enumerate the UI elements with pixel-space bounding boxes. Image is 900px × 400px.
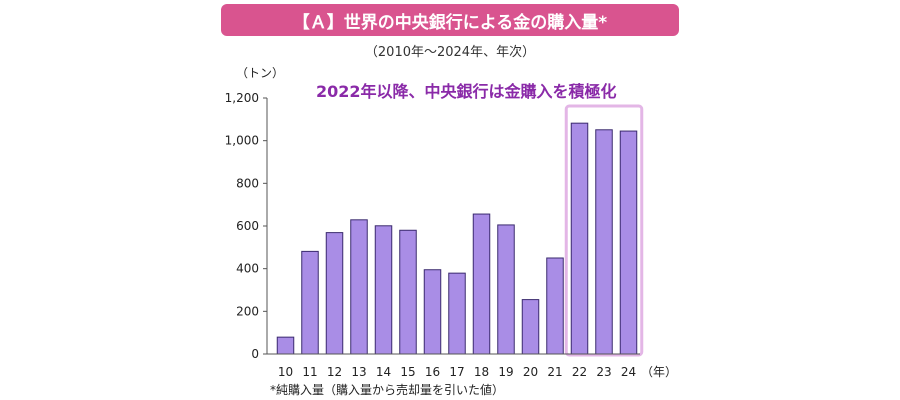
bar-23 — [595, 129, 613, 355]
bar-14 — [374, 225, 393, 355]
x-tick-label: 12 — [327, 365, 342, 379]
x-tick-label: 21 — [547, 365, 562, 379]
bar-20 — [521, 299, 540, 355]
bar-13 — [350, 219, 368, 355]
bar-21 — [546, 257, 564, 355]
x-tick-label: 22 — [572, 365, 587, 379]
x-tick-label: 16 — [425, 365, 440, 379]
y-tick-label: 600 — [236, 219, 259, 233]
x-tick-label: 13 — [351, 365, 366, 379]
x-tick-label: 11 — [302, 365, 317, 379]
chart-subtitle: （2010年～2024年、年次） — [364, 45, 536, 60]
chart-title: 【Ａ】世界の中央銀行による金の購入量* — [221, 4, 679, 36]
x-tick-label: 24 — [621, 365, 636, 379]
bar-16 — [423, 269, 442, 355]
bar-15 — [399, 229, 417, 355]
bar-22 — [570, 122, 589, 355]
x-tick-label: 15 — [400, 365, 415, 379]
bar-11 — [301, 250, 319, 355]
bar-10 — [276, 336, 295, 355]
x-tick-label: 23 — [596, 365, 611, 379]
bar-18 — [472, 213, 491, 355]
x-tick-label: 17 — [449, 365, 464, 379]
y-tick-label: 400 — [236, 262, 259, 276]
y-tick-label: 1,200 — [225, 91, 259, 105]
y-tick-label: 800 — [236, 176, 259, 190]
x-tick-label: 10 — [278, 365, 293, 379]
chart-annotation: 2022年以降、中央銀行は金購入を積極化 — [316, 82, 617, 101]
x-tick-label: 20 — [523, 365, 538, 379]
bar-12 — [325, 232, 344, 355]
highlight-box — [564, 104, 644, 357]
y-tick-label: 0 — [251, 347, 259, 361]
bar-24 — [619, 130, 638, 355]
y-tick-label: 200 — [236, 304, 259, 318]
bar-19 — [497, 224, 515, 355]
bar-17 — [448, 272, 466, 355]
y-tick-label: 1,000 — [225, 134, 259, 148]
chart-footnote: *純購入量（購入量から売却量を引いた値） — [270, 383, 505, 397]
x-tick-label: 18 — [474, 365, 489, 379]
x-tick-label: 19 — [498, 365, 513, 379]
x-tick-label: 14 — [376, 365, 391, 379]
x-axis-unit-label: （年） — [641, 365, 677, 379]
y-axis-unit-label: （トン） — [236, 66, 285, 80]
